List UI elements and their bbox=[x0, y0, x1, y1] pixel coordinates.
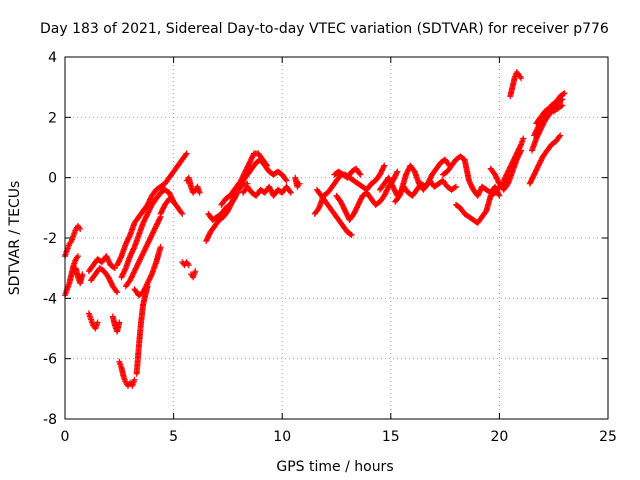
data-point bbox=[114, 289, 121, 296]
y-tick-label: -4 bbox=[43, 291, 57, 307]
chart-title: Day 183 of 2021, Sidereal Day-to-day VTE… bbox=[40, 21, 609, 37]
data-point bbox=[113, 288, 120, 295]
x-tick-label: 25 bbox=[599, 429, 617, 445]
data-point bbox=[196, 189, 203, 196]
y-tick-label: -2 bbox=[43, 231, 57, 247]
x-tick-label: 20 bbox=[490, 429, 508, 445]
data-points bbox=[62, 69, 568, 389]
data-point bbox=[496, 192, 503, 199]
data-point bbox=[79, 271, 86, 278]
data-point bbox=[183, 150, 190, 157]
y-axis-label: SDTVAR / TECUs bbox=[7, 181, 23, 296]
data-point bbox=[94, 319, 101, 326]
data-point bbox=[518, 75, 525, 82]
data-point bbox=[75, 253, 82, 260]
data-point bbox=[380, 163, 387, 170]
data-point bbox=[111, 265, 118, 272]
data-point bbox=[131, 376, 138, 383]
data-point bbox=[451, 184, 458, 191]
data-point bbox=[558, 103, 565, 110]
data-point bbox=[556, 133, 563, 140]
x-tick-label: 5 bbox=[169, 429, 178, 445]
y-tick-label: -6 bbox=[43, 352, 57, 368]
y-tick-label: -8 bbox=[43, 412, 57, 428]
data-point bbox=[77, 225, 84, 232]
y-tick-label: 2 bbox=[48, 110, 57, 126]
data-point bbox=[287, 189, 294, 196]
y-tick-label: 0 bbox=[48, 171, 57, 187]
data-point bbox=[287, 188, 294, 195]
data-point bbox=[561, 90, 568, 97]
data-point bbox=[282, 176, 289, 183]
data-point bbox=[126, 233, 133, 240]
x-tick-label: 15 bbox=[382, 429, 400, 445]
data-point bbox=[192, 268, 199, 275]
data-point bbox=[452, 183, 459, 190]
data-point bbox=[148, 272, 155, 279]
data-point bbox=[157, 244, 164, 251]
data-point bbox=[185, 262, 192, 269]
data-point bbox=[517, 142, 524, 149]
data-point bbox=[116, 319, 123, 326]
data-point bbox=[144, 283, 151, 290]
data-point bbox=[117, 254, 124, 261]
axis-ticks: 0 5 10 15 20 25 -8 -6 -4 -2 0 2 4 bbox=[43, 50, 617, 445]
data-point bbox=[560, 90, 567, 97]
data-point bbox=[122, 266, 129, 273]
data-point bbox=[347, 231, 354, 238]
data-point bbox=[283, 177, 290, 184]
data-point bbox=[156, 215, 163, 222]
grid-lines bbox=[65, 57, 608, 419]
data-point bbox=[557, 132, 564, 139]
data-point bbox=[356, 170, 363, 177]
data-point bbox=[394, 168, 401, 175]
data-point bbox=[559, 102, 566, 109]
data-point bbox=[296, 180, 303, 187]
data-point bbox=[381, 162, 388, 169]
data-point bbox=[182, 151, 189, 158]
data-point bbox=[179, 210, 186, 217]
data-point bbox=[357, 171, 364, 178]
x-tick-label: 10 bbox=[273, 429, 291, 445]
data-point bbox=[393, 169, 400, 176]
data-point bbox=[348, 231, 355, 238]
data-point bbox=[110, 264, 117, 271]
data-point bbox=[178, 209, 185, 216]
data-point bbox=[495, 191, 502, 198]
data-point bbox=[130, 245, 137, 252]
data-point bbox=[520, 135, 527, 142]
x-tick-label: 0 bbox=[61, 429, 70, 445]
y-tick-label: 4 bbox=[48, 50, 57, 66]
x-axis-label: GPS time / hours bbox=[276, 459, 393, 475]
plot-frame bbox=[64, 56, 609, 420]
